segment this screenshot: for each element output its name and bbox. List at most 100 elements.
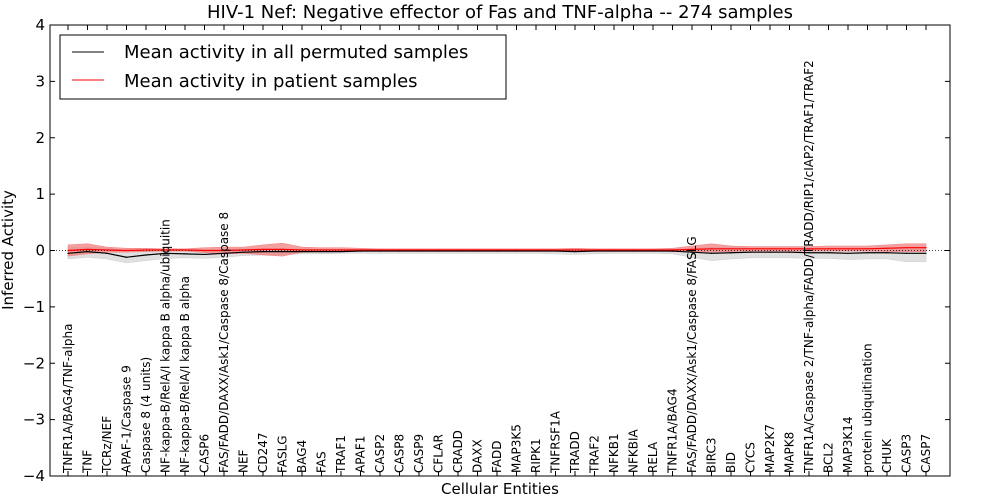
x-tick-label: TNFRSF1A xyxy=(549,410,563,474)
data-point-patient xyxy=(769,248,771,250)
x-tick-label: NF-kappa-B/RelA/I kappa B alpha xyxy=(178,276,192,473)
x-tick-label: MAP2K7 xyxy=(763,424,777,473)
x-tick-label: FADD xyxy=(490,441,504,474)
x-tick-label: DAXX xyxy=(471,439,485,473)
x-tick-label: APAF-1/Caspase 9 xyxy=(120,365,134,473)
x-tick-label: BAG4 xyxy=(295,440,309,473)
y-tick-label: 0 xyxy=(35,242,45,260)
data-point-patient xyxy=(574,249,576,251)
x-tick-label: FAS/FADD/DAXX/Ask1/Caspase 8/FASLG xyxy=(685,236,699,473)
data-point-permuted xyxy=(671,250,674,252)
data-point-permuted xyxy=(710,252,713,254)
x-tick-label: TRAF1 xyxy=(334,435,348,474)
data-point-patient xyxy=(905,247,908,249)
data-point-patient xyxy=(886,247,888,249)
data-point-permuted xyxy=(847,252,849,254)
data-point-permuted xyxy=(145,254,147,256)
x-tick-label: APAF1 xyxy=(354,436,368,473)
data-point-permuted xyxy=(106,252,108,254)
data-point-patient xyxy=(847,248,849,250)
data-point-patient xyxy=(145,249,147,251)
data-point-patient xyxy=(515,249,518,251)
data-point-permuted xyxy=(262,251,264,253)
data-point-patient xyxy=(164,249,167,251)
legend-box xyxy=(59,34,507,100)
data-point-permuted xyxy=(632,250,635,252)
data-point-permuted xyxy=(67,252,69,254)
x-tick-label: CASP3 xyxy=(900,434,914,473)
x-tick-label: TCRz/NEF xyxy=(100,416,114,474)
data-point-permuted xyxy=(866,252,869,254)
y-tick-label: 4 xyxy=(35,16,45,34)
legend-label-permuted: Mean activity in all permuted samples xyxy=(124,42,468,63)
data-point-permuted xyxy=(340,251,342,253)
x-tick-label: CASP9 xyxy=(412,434,426,473)
data-point-patient xyxy=(613,249,615,251)
data-point-permuted xyxy=(457,250,459,252)
data-point-patient xyxy=(827,248,830,250)
data-point-permuted xyxy=(164,252,167,254)
data-point-patient xyxy=(691,248,693,250)
x-tick-label: CASP8 xyxy=(393,434,407,473)
y-tick-label: 1 xyxy=(35,185,45,203)
data-point-patient xyxy=(437,249,440,251)
data-point-patient xyxy=(184,249,186,251)
data-point-patient xyxy=(359,249,362,251)
x-tick-label: TRADD xyxy=(568,431,582,474)
x-tick-label: CD247 xyxy=(256,432,270,473)
data-point-permuted xyxy=(476,250,479,252)
data-point-permuted xyxy=(808,252,810,254)
x-tick-label: FAS/FADD/DAXX/Ask1/Caspase 8/Caspase 8 xyxy=(217,212,231,473)
data-point-patient xyxy=(925,247,927,249)
data-point-permuted xyxy=(749,251,752,253)
data-point-patient xyxy=(301,249,303,251)
x-tick-label: CASP2 xyxy=(373,434,387,473)
x-tick-label: NFKB1 xyxy=(607,433,621,473)
x-tick-label: CHUK xyxy=(880,438,894,473)
data-point-permuted xyxy=(691,251,693,253)
data-point-patient xyxy=(476,249,479,251)
x-tick-label: BIRC3 xyxy=(705,437,719,473)
data-point-permuted xyxy=(437,250,440,252)
data-point-permuted xyxy=(886,252,888,254)
x-tick-label: NEF xyxy=(237,449,251,473)
data-point-patient xyxy=(496,249,498,251)
x-tick-label: BCL2 xyxy=(822,442,836,473)
data-point-patient xyxy=(418,249,420,251)
data-point-permuted xyxy=(827,252,830,254)
data-point-permuted xyxy=(593,250,596,252)
data-point-patient xyxy=(203,249,206,252)
x-tick-label: FAS xyxy=(315,451,329,473)
data-point-permuted xyxy=(788,251,791,253)
legend: Mean activity in all permuted samples Me… xyxy=(59,34,507,100)
data-point-permuted xyxy=(515,250,518,252)
data-point-permuted xyxy=(203,253,206,256)
data-point-permuted xyxy=(281,251,284,253)
data-point-patient xyxy=(710,248,713,250)
plot-area: −4 −3 −2 −1 0 1 2 3 4 TNFR1A/BAG4/TNF-alpha TNF TCR… xyxy=(23,16,951,485)
data-point-patient xyxy=(223,249,225,252)
data-point-permuted xyxy=(554,250,557,252)
data-point-permuted xyxy=(652,250,654,252)
data-point-permuted xyxy=(496,250,498,252)
data-point-permuted xyxy=(379,250,381,252)
data-point-patient xyxy=(242,249,245,251)
x-tick-label: CASP6 xyxy=(198,434,212,473)
data-point-patient xyxy=(632,249,635,251)
legend-label-patient: Mean activity in patient samples xyxy=(124,71,418,92)
data-point-patient xyxy=(457,249,459,251)
data-point-permuted xyxy=(730,252,732,254)
x-tick-label: MAP3K14 xyxy=(841,416,855,473)
y-tick-label: −1 xyxy=(23,298,45,316)
data-point-patient xyxy=(125,249,128,252)
data-point-permuted xyxy=(86,251,89,253)
x-tick-label: TNF xyxy=(81,450,95,474)
data-point-permuted xyxy=(223,252,225,254)
data-point-permuted xyxy=(574,251,576,253)
data-point-patient xyxy=(554,249,557,251)
x-tick-label: NFKBIA xyxy=(627,428,641,473)
data-point-patient xyxy=(593,249,596,251)
y-tick-label: 2 xyxy=(35,129,45,147)
x-tick-label: TNFR1A/BAG4/TNF-alpha xyxy=(61,324,75,474)
data-point-patient xyxy=(730,248,732,250)
